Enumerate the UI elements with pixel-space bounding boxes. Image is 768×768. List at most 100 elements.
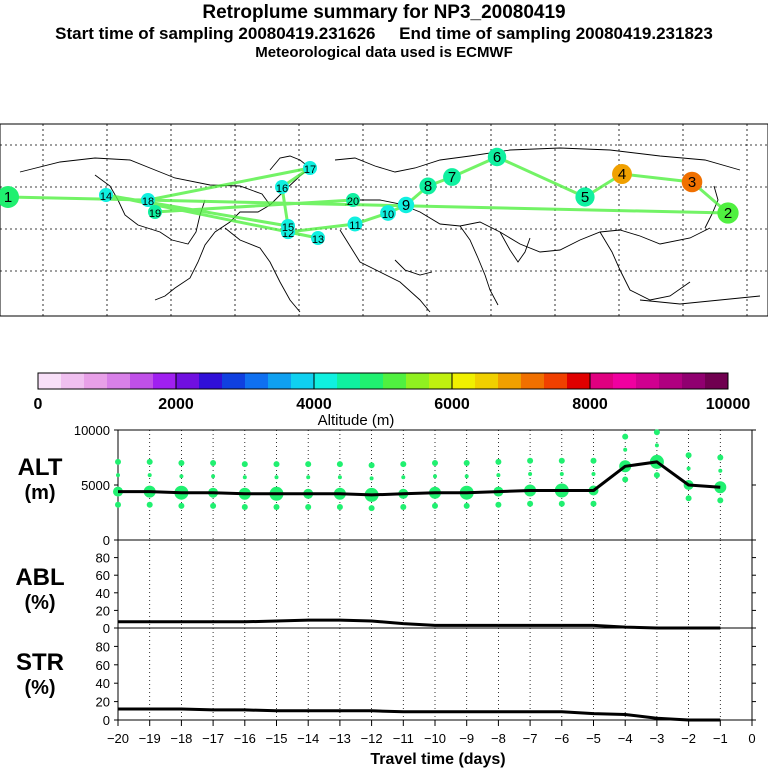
plume-marker-label: 5 (581, 189, 589, 206)
plume-marker-label: 8 (424, 178, 432, 195)
str-ytick-label: 20 (96, 695, 110, 710)
abl-label: ABL (15, 564, 64, 591)
alt-sample-point (178, 460, 185, 466)
alt-sample-point (495, 458, 502, 465)
alt-sample-point (528, 472, 533, 476)
x-tick-label: −7 (523, 731, 538, 746)
alt-sample-point (178, 502, 185, 509)
x-tick-label: −10 (424, 731, 446, 746)
colorbar-swatch (429, 373, 453, 389)
x-tick-label: −13 (329, 731, 351, 746)
alt-sample-point (558, 500, 565, 507)
str-unit: (%) (24, 677, 55, 699)
x-tick-label: −17 (202, 731, 224, 746)
plume-marker (99, 188, 113, 202)
plume-marker (380, 205, 396, 221)
plume-marker (148, 205, 162, 219)
alt-sample-point (686, 466, 691, 471)
plume-marker (612, 164, 632, 184)
colorbar-swatch (659, 373, 683, 389)
alt-sample-point (718, 468, 723, 473)
alt-sample-point (241, 504, 248, 510)
alt-sample-point (273, 461, 280, 468)
alt-sample-point (717, 454, 724, 461)
plume-marker (141, 193, 155, 207)
colorbar-tick-label: 8000 (572, 396, 608, 413)
colorbar-swatch (84, 373, 108, 389)
alt-sample-point (496, 473, 501, 478)
alt-unit: (m) (24, 482, 55, 504)
alt-ytick-label: 10000 (74, 423, 110, 438)
alt-sample-point (306, 475, 311, 480)
alt-sample-point (273, 504, 280, 510)
plume-marker-label: 20 (347, 196, 359, 208)
alt-sample-point (590, 500, 597, 507)
alt-sample-point (432, 460, 438, 466)
plume-marker (347, 216, 363, 232)
colorbar-swatch (498, 373, 522, 389)
alt-sample-point (559, 472, 564, 476)
alt-sample-point (274, 475, 279, 480)
alt-sample-point (115, 501, 121, 508)
str-series-line (118, 707, 721, 722)
alt-label: ALT (18, 454, 63, 481)
colorbar-tick-label: 6000 (434, 396, 470, 413)
colorbar-swatch (682, 373, 706, 389)
colorbar-swatch (199, 373, 223, 389)
alt-sample-point (369, 476, 374, 481)
str-ytick-label: 40 (96, 676, 110, 691)
plume-marker (397, 196, 415, 214)
str-label: STR (16, 649, 64, 676)
alt-ytick-label: 5000 (81, 478, 110, 493)
plume-marker-label: 10 (382, 209, 394, 221)
alt-sample-point (653, 472, 660, 479)
x-tick-label: −12 (361, 731, 383, 746)
colorbar-tick-label: 2000 (158, 396, 194, 413)
colorbar-swatch (590, 373, 614, 389)
abl-unit: (%) (24, 592, 55, 614)
alt-sample-point (242, 475, 247, 480)
colorbar-swatch (268, 373, 292, 389)
alt-sample-point (622, 476, 629, 483)
alt-sample-point (211, 474, 216, 479)
alt-sample-point (495, 501, 502, 508)
str-ytick-label: 60 (96, 658, 110, 673)
alt-sample-point (116, 473, 120, 478)
x-tick-label: −18 (170, 731, 192, 746)
plume-marker (443, 168, 461, 186)
alt-sample-point (241, 461, 248, 468)
alt-sample-point (623, 447, 628, 452)
colorbar-swatch (337, 373, 361, 389)
colorbar-swatch (613, 373, 637, 389)
plume-marker-label: 6 (493, 149, 501, 166)
abl-ytick-label: 20 (96, 603, 110, 618)
x-tick-label: −15 (265, 731, 287, 746)
x-tick-label: −6 (554, 731, 569, 746)
colorbar-swatch (245, 373, 269, 389)
plume-marker (311, 231, 325, 245)
alt-sample-point (179, 474, 184, 479)
colorbar-swatch (636, 373, 660, 389)
plume-marker-label: 3 (688, 174, 696, 191)
alt-series-line (118, 460, 721, 497)
alt-ytick-label: 0 (103, 533, 110, 548)
plume-marker-label: 13 (312, 234, 324, 246)
alt-sample-point (464, 474, 469, 479)
plume-marker (717, 202, 739, 224)
plume-marker-label: 14 (100, 191, 112, 203)
colorbar-frame (37, 372, 729, 390)
map-frame (0, 123, 768, 317)
alt-sample-point (527, 457, 534, 464)
colorbar-swatch (107, 373, 131, 389)
abl-ytick-label: 0 (103, 621, 110, 636)
plume-marker (275, 180, 289, 194)
plume-marker-label: 18 (142, 196, 154, 208)
x-tick-label: −20 (107, 731, 129, 746)
x-tick-label: −4 (618, 731, 633, 746)
alt-sample-point (146, 458, 153, 465)
abl-ytick-label: 60 (96, 568, 110, 583)
x-tick-label: −5 (586, 731, 601, 746)
plume-marker (487, 147, 507, 167)
alt-sample-point (210, 460, 217, 466)
